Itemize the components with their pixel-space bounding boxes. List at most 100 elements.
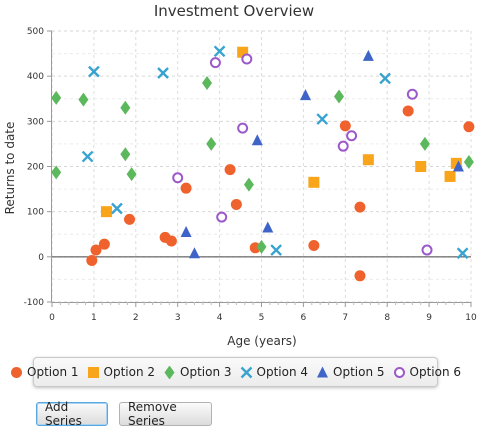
series-6-point (241, 53, 253, 65)
legend-marker (87, 366, 99, 378)
x-tick-label: 4 (217, 313, 223, 323)
series-6-point (337, 140, 349, 152)
legend-label: Option 4 (256, 365, 309, 379)
legend-item-option-5: Option 5 (316, 365, 385, 379)
series-3-point (120, 100, 131, 115)
series-3-point (206, 136, 217, 151)
series-1-point (354, 201, 366, 213)
series-2-point (308, 176, 320, 188)
chart-legend: Option 1 Option 2 Option 3 Option 4 Option 5… (11, 357, 461, 387)
series-3-point (419, 136, 430, 151)
x-tick-label: 5 (259, 313, 265, 323)
x-tick-label: 10 (465, 313, 477, 323)
series-1-point (339, 120, 351, 132)
series-1-point (224, 164, 236, 176)
series-3-point (120, 147, 131, 162)
series-4-point (316, 113, 329, 125)
series-6-point (406, 88, 418, 100)
legend-marker (164, 365, 175, 379)
series-1-point (402, 105, 414, 117)
series-1-point (230, 198, 242, 210)
y-tick-label: 500 (27, 27, 44, 37)
series-2-point (237, 46, 249, 58)
x-tick-label: 6 (301, 313, 307, 323)
series-4-point (111, 202, 123, 215)
series-3-point (51, 90, 62, 105)
series-3-point (463, 154, 474, 169)
series-6-point (346, 130, 358, 142)
remove-series-button[interactable]: Remove Series (119, 400, 212, 428)
series-6-point (237, 122, 249, 134)
series-3-point (256, 239, 267, 254)
series-2-point (450, 157, 462, 169)
series-1-point (308, 240, 320, 252)
series-1-point (86, 254, 98, 266)
series-4-point (379, 72, 391, 85)
x-tick-label: 0 (49, 313, 55, 323)
series-6-point (172, 172, 184, 184)
legend-marker (317, 366, 328, 377)
legend-label: Option 3 (180, 365, 232, 379)
scatter-chart: Investment Overview 0 1 2 3 4 5 6 7 8 9 10 -100 0 100… (3, 2, 477, 348)
x-axis-label: Age (years) (227, 334, 296, 348)
legend-label: Option 5 (333, 365, 385, 379)
ring-marker-icon (393, 366, 405, 378)
legend-marker (11, 366, 22, 378)
legend-item-option-3: Option 3 (163, 365, 232, 379)
legend-item-option-6: Option 6 (393, 365, 462, 379)
series-3-point (126, 167, 137, 182)
series-5-point (362, 49, 374, 61)
y-tick-label: 200 (27, 163, 44, 173)
series-6-point (209, 57, 221, 69)
series-1-point (98, 238, 110, 250)
y-tick-label: 100 (27, 208, 44, 218)
series-1-point (463, 121, 475, 133)
series-1-point (124, 213, 136, 225)
series-4-point (270, 244, 283, 256)
legend-marker (393, 366, 405, 378)
series-5-point (251, 134, 263, 146)
series-2-point (100, 206, 112, 218)
series-1-point (90, 244, 102, 256)
series-5-point (262, 221, 274, 233)
y-tick-label: 300 (27, 117, 44, 127)
legend-item-option-1: Option 1 (10, 365, 79, 379)
series-3-point (51, 165, 62, 180)
series-5-point (180, 225, 192, 237)
x-tick-label: 3 (175, 313, 181, 323)
series-4-point (157, 67, 169, 79)
series-5-point (452, 160, 464, 172)
y-tick-label: 400 (27, 72, 44, 82)
series-6-point (216, 211, 228, 223)
series-3-point (202, 75, 213, 90)
triangle-marker-icon (317, 366, 328, 377)
cross-marker-icon (240, 366, 252, 378)
series-1-point (165, 235, 177, 247)
y-tick-label: -100 (24, 298, 45, 308)
add-series-button[interactable]: Add Series (36, 400, 108, 428)
y-tick-label: 0 (38, 253, 44, 263)
y-axis-label: Returns to date (3, 122, 17, 215)
series-5-point (188, 247, 200, 259)
legend-item-option-2: Option 2 (87, 365, 156, 379)
legend-label: Option 2 (103, 365, 156, 379)
series-1-point (180, 182, 192, 194)
series-5-point (299, 89, 311, 101)
legend-label: Option 1 (27, 365, 79, 379)
chart-title: Investment Overview (154, 2, 314, 20)
series-2-point (415, 161, 427, 172)
series-4-point (456, 247, 469, 260)
series-4-point (88, 65, 100, 78)
x-tick-label: 7 (342, 313, 348, 323)
series-4-point (213, 45, 226, 58)
series-6-point (421, 244, 433, 256)
series-3-point (334, 89, 345, 104)
series-1-point (354, 270, 366, 282)
circle-marker-icon (11, 366, 22, 378)
legend-marker (240, 366, 252, 378)
series-4-point (81, 150, 94, 163)
diamond-marker-icon (164, 365, 175, 379)
series-2-point (444, 170, 456, 182)
series-3-point (243, 177, 254, 192)
legend-label: Option 6 (409, 365, 462, 379)
